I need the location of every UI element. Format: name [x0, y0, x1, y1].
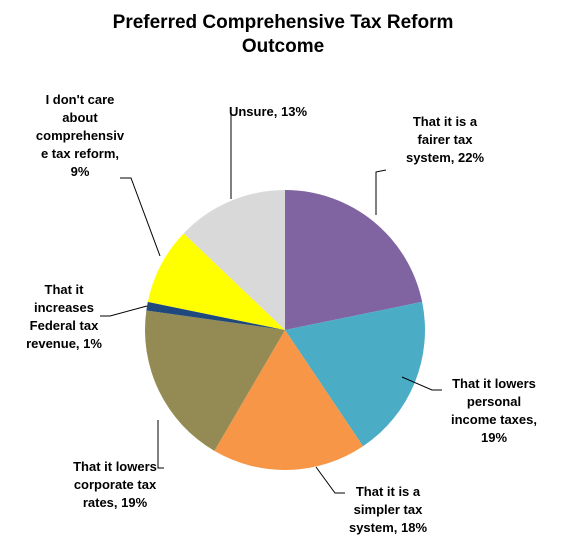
data-label-3-line-3: system, 18%	[349, 520, 427, 535]
data-label-1-line-1: That it is a	[413, 114, 478, 129]
pie-slice-5	[146, 301, 285, 330]
data-label-6-line-4: e tax reform,	[41, 146, 119, 161]
data-label-3-line-1: That it is a	[356, 484, 421, 499]
data-label-3: That it is a simpler tax system, 18%	[349, 484, 427, 535]
data-label-6-line-1: I don't care	[46, 92, 115, 107]
pie-slices	[145, 190, 426, 471]
label-leader-lines	[100, 112, 442, 494]
data-label-2-line-3: income taxes,	[451, 412, 537, 427]
data-label-6-line-5: 9%	[71, 164, 90, 179]
leader-line-5	[100, 305, 148, 317]
pie-slice-3	[214, 330, 364, 471]
pie-slice-6	[147, 233, 285, 330]
leader-line-4	[157, 420, 164, 469]
data-label-3-line-2: simpler tax	[354, 502, 423, 517]
data-label-4: That it lowers corporate tax rates, 19%	[73, 459, 157, 510]
leader-line-3	[315, 466, 345, 494]
data-label-2-line-1: That it lowers	[452, 376, 536, 391]
leader-line-2	[401, 376, 442, 391]
chart-title-line-1: Preferred Comprehensive Tax Reform	[113, 12, 454, 33]
data-label-5-line-1: That it	[45, 282, 85, 297]
pie-slice-4	[145, 310, 285, 451]
data-label-1-line-3: system, 22%	[406, 150, 484, 165]
data-label-7-line-1: Unsure, 13%	[229, 104, 307, 119]
data-label-2: That it lowers personal income taxes, 19%	[451, 376, 537, 445]
chart-title-line-2: Outcome	[242, 36, 324, 57]
data-label-4-line-2: corporate tax	[74, 477, 157, 492]
data-label-6-line-3: comprehensiv	[36, 128, 125, 143]
data-label-6-line-2: about	[62, 110, 98, 125]
data-label-1-line-2: fairer tax	[418, 132, 474, 147]
leader-line-6	[120, 177, 161, 257]
leader-line-1	[375, 169, 387, 215]
data-label-5-line-2: increases	[34, 300, 94, 315]
data-label-5-line-3: Federal tax	[30, 318, 99, 333]
data-label-2-line-2: personal	[467, 394, 521, 409]
data-label-1: That it is a fairer tax system, 22%	[406, 114, 484, 165]
pie-slice-7	[183, 190, 285, 330]
data-label-5: That it increases Federal tax revenue, 1%	[26, 282, 102, 351]
data-label-5-line-4: revenue, 1%	[26, 336, 102, 351]
data-label-7: Unsure, 13%	[229, 104, 307, 119]
pie-slice-1	[285, 190, 423, 330]
data-label-2-line-4: 19%	[481, 430, 507, 445]
data-label-4-line-3: rates, 19%	[83, 495, 148, 510]
pie-slice-2	[285, 301, 426, 447]
data-label-6: I don't care about comprehensiv e tax refor…	[36, 92, 125, 179]
data-label-4-line-1: That it lowers	[73, 459, 157, 474]
data-labels: That it is a fairer tax system, 22%That it…	[26, 92, 537, 535]
